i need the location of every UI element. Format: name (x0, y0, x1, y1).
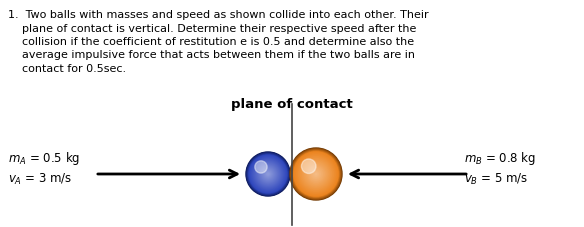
Circle shape (297, 155, 335, 194)
Circle shape (249, 156, 287, 193)
Circle shape (314, 172, 318, 176)
Circle shape (305, 163, 327, 185)
Circle shape (298, 157, 333, 192)
Circle shape (265, 171, 272, 178)
Circle shape (306, 165, 326, 184)
Circle shape (258, 164, 278, 184)
Circle shape (254, 160, 281, 188)
Circle shape (314, 172, 319, 177)
Circle shape (259, 165, 277, 184)
Circle shape (253, 159, 283, 190)
Circle shape (251, 157, 286, 192)
Circle shape (263, 169, 273, 179)
Text: $m_A$ = 0.5 kg: $m_A$ = 0.5 kg (8, 150, 81, 167)
Circle shape (255, 161, 281, 187)
Circle shape (247, 153, 289, 195)
Circle shape (267, 173, 269, 175)
Circle shape (257, 163, 279, 185)
Circle shape (264, 170, 272, 178)
Circle shape (260, 167, 276, 182)
Text: $v_B$ = 5 m/s: $v_B$ = 5 m/s (464, 171, 529, 186)
Circle shape (256, 162, 280, 186)
Text: collision if the coefficient of restitution e is 0.5 and determine also the: collision if the coefficient of restitut… (8, 37, 414, 47)
Circle shape (297, 155, 335, 193)
Circle shape (311, 170, 321, 179)
Circle shape (262, 168, 274, 180)
Circle shape (291, 150, 340, 199)
Circle shape (293, 151, 339, 197)
Circle shape (250, 156, 286, 192)
Text: plane of contact: plane of contact (231, 98, 353, 111)
Text: contact for 0.5sec.: contact for 0.5sec. (8, 64, 126, 74)
Circle shape (315, 174, 317, 175)
Circle shape (308, 166, 325, 183)
Circle shape (301, 159, 331, 189)
Circle shape (255, 162, 281, 187)
Circle shape (290, 148, 342, 200)
Circle shape (292, 150, 340, 198)
Circle shape (291, 149, 342, 200)
Circle shape (308, 166, 324, 182)
Circle shape (300, 159, 332, 190)
Circle shape (312, 170, 320, 178)
Circle shape (253, 160, 282, 188)
Circle shape (255, 161, 267, 173)
Circle shape (309, 167, 323, 181)
Circle shape (310, 168, 322, 181)
Circle shape (310, 168, 322, 180)
Circle shape (252, 158, 284, 190)
Circle shape (248, 154, 288, 195)
Circle shape (248, 155, 288, 194)
Circle shape (256, 163, 280, 186)
Circle shape (313, 171, 319, 178)
Circle shape (294, 152, 338, 196)
Circle shape (260, 166, 276, 183)
Circle shape (263, 170, 272, 179)
Circle shape (303, 161, 329, 188)
Circle shape (304, 162, 328, 187)
Circle shape (293, 152, 339, 197)
Circle shape (305, 164, 326, 185)
Text: $v_A$ = 3 m/s: $v_A$ = 3 m/s (8, 171, 72, 186)
Circle shape (315, 173, 317, 175)
Circle shape (249, 155, 287, 193)
Circle shape (294, 153, 338, 196)
Circle shape (266, 173, 270, 176)
Circle shape (267, 174, 269, 175)
Circle shape (295, 153, 337, 195)
Circle shape (259, 165, 277, 183)
Circle shape (251, 157, 285, 191)
Circle shape (311, 169, 321, 179)
Text: plane of contact is vertical. Determine their respective speed after the: plane of contact is vertical. Determine … (8, 23, 416, 33)
Circle shape (261, 167, 275, 181)
Circle shape (302, 160, 331, 188)
Circle shape (296, 154, 336, 194)
Circle shape (252, 158, 284, 191)
Circle shape (299, 157, 333, 191)
Circle shape (303, 161, 329, 187)
Circle shape (246, 152, 290, 196)
Text: $m_B$ = 0.8 kg: $m_B$ = 0.8 kg (464, 150, 536, 167)
Text: 1.  Two balls with masses and speed as shown collide into each other. Their: 1. Two balls with masses and speed as sh… (8, 10, 429, 20)
Circle shape (258, 164, 279, 185)
Circle shape (300, 158, 332, 190)
Circle shape (265, 171, 271, 177)
Circle shape (304, 163, 328, 186)
Circle shape (301, 159, 316, 174)
Circle shape (246, 153, 290, 196)
Circle shape (298, 156, 334, 192)
Circle shape (262, 168, 274, 181)
Circle shape (266, 172, 270, 176)
Circle shape (307, 165, 325, 183)
Text: average impulsive force that acts between them if the two balls are in: average impulsive force that acts betwee… (8, 50, 415, 60)
Circle shape (253, 159, 283, 189)
Circle shape (262, 169, 273, 180)
